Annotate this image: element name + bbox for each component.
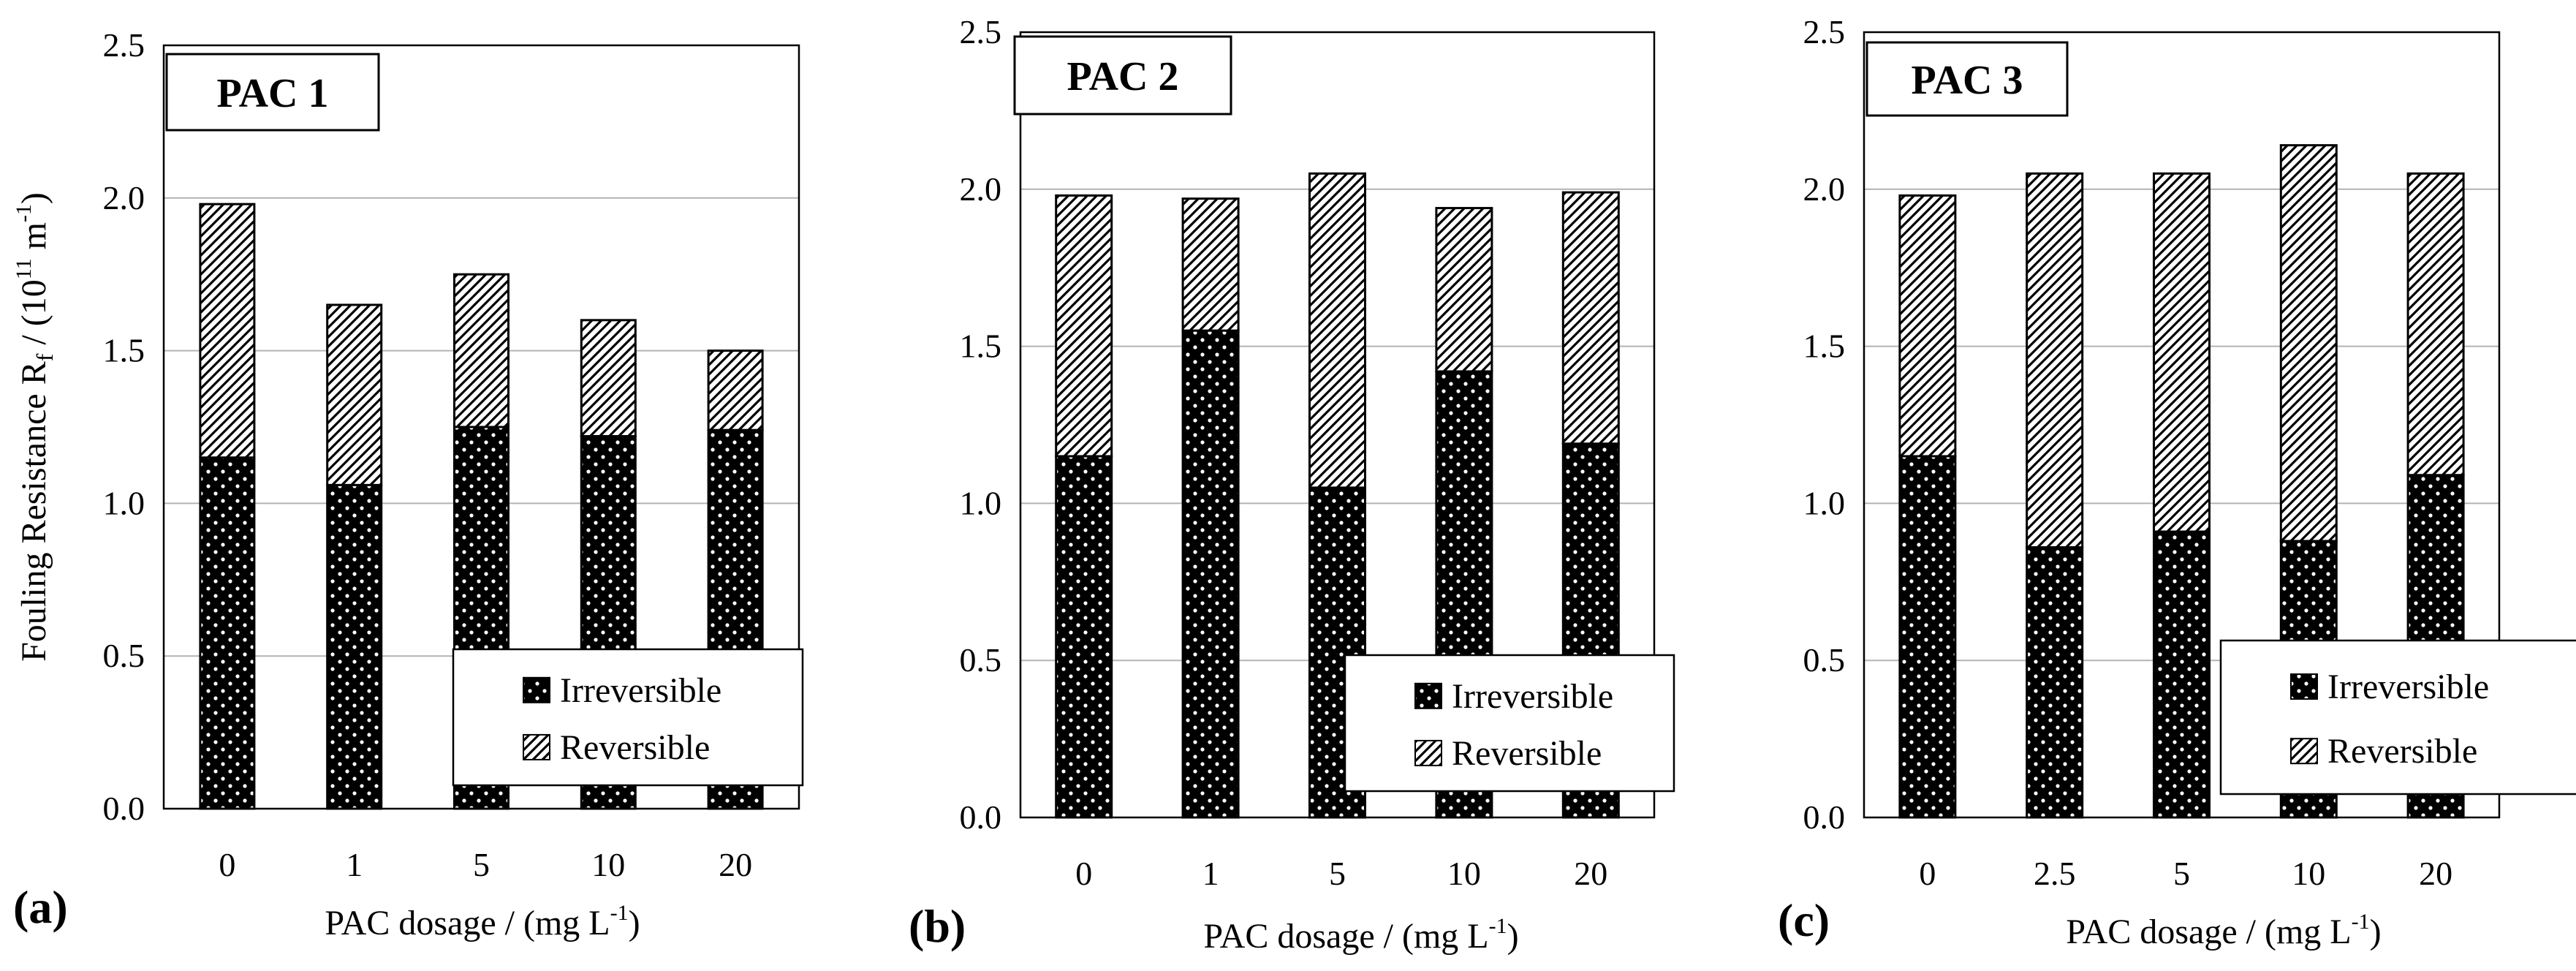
bar-reversible-0 (1055, 194, 1113, 458)
legend-swatch-reversible (523, 733, 550, 760)
plot-frame (162, 44, 800, 810)
y-tick-label: 1.0 (960, 484, 1002, 521)
bar-reversible-0 (1898, 194, 1957, 458)
y-tick-label: 2.5 (103, 26, 145, 64)
bar-irreversible-1 (1181, 329, 1240, 819)
y-tick-label: 2.5 (1803, 13, 1846, 50)
x-tick-label: 10 (2292, 855, 2325, 892)
plot-frame (1019, 31, 1656, 819)
x-tick-label: 5 (473, 846, 490, 883)
bar-reversible-5 (453, 273, 509, 428)
bar-irreversible-1 (326, 483, 383, 810)
chart-panel-1: 0.0 0.5 1.0 1.5 2.0 2.5 0 1 5 10 20 PAC 1 Irreversib… (12, 26, 804, 942)
bar-irreversible-0 (1055, 455, 1113, 819)
chart-panel-3: 0.0 0.5 1.0 1.5 2.0 2.5 0 2.5 5 10 20 PAC 3 Irrevers… (1778, 13, 2576, 951)
legend-swatch-irreversible (2290, 673, 2318, 700)
title-box (1013, 35, 1232, 116)
y-tick-label: 1.0 (103, 484, 145, 521)
bar-reversible-20 (707, 350, 764, 431)
legend-label-reversible: Reversible (2327, 732, 2477, 771)
title-box (1865, 41, 2069, 117)
y-tick-label: 0.5 (103, 637, 145, 674)
y-tick-label: 2.5 (960, 13, 1002, 50)
legend-label-irreversible: Irreversible (1452, 677, 1613, 716)
panel-label: (b) (909, 900, 966, 952)
x-tick-label: 0 (1919, 855, 1936, 892)
x-tick-label: 0 (1075, 855, 1092, 892)
y-tick-label: 2.0 (960, 170, 1002, 208)
x-tick-label: 5 (2173, 855, 2190, 892)
bar-irreversible-2.5 (2026, 546, 2084, 819)
x-axis-label: PAC dosage / (mg L-1) (325, 901, 640, 942)
y-tick-label: 1.5 (103, 332, 145, 369)
y-tick-label: 0.5 (1803, 641, 1846, 679)
x-tick-label: 10 (1447, 855, 1481, 892)
bar-reversible-0 (199, 203, 256, 459)
y-tick-label: 2.0 (1803, 170, 1846, 208)
x-axis-label: PAC dosage / (mg L-1) (1203, 914, 1518, 956)
legend-swatch-irreversible (1414, 682, 1442, 709)
bar-irreversible-5 (2153, 530, 2211, 819)
chart-title: PAC 2 (1067, 54, 1179, 99)
bar-reversible-5 (1308, 172, 1366, 489)
bar-irreversible-0 (1898, 455, 1957, 819)
bar-reversible-20 (1561, 191, 1620, 445)
legend-box (1344, 654, 1675, 793)
legend-swatch-reversible (1414, 739, 1442, 766)
bar-reversible-10 (580, 319, 637, 438)
bar-reversible-10 (1435, 207, 1493, 373)
x-tick-label: 5 (1329, 855, 1346, 892)
legend-swatch-irreversible (523, 676, 550, 703)
x-tick-label: 1 (346, 846, 363, 883)
chart-title: PAC 1 (217, 71, 329, 116)
legend-label-reversible: Reversible (1452, 734, 1602, 773)
bar-reversible-10 (2279, 144, 2338, 543)
legend-label-reversible: Reversible (560, 728, 710, 767)
bar-reversible-5 (2153, 172, 2211, 533)
x-tick-label: 20 (1574, 855, 1607, 892)
x-tick-label: 2.5 (2034, 855, 2076, 892)
legend-box (452, 648, 804, 787)
bar-reversible-1 (1181, 197, 1240, 332)
y-tick-label: 0.5 (960, 641, 1002, 679)
x-tick-label: 20 (719, 846, 752, 883)
title-box (165, 53, 380, 132)
legend-label-irreversible: Irreversible (560, 671, 721, 710)
legend-box (2219, 639, 2576, 796)
y-tick-label: 0.0 (960, 798, 1002, 836)
y-tick-label: 0.0 (103, 790, 145, 827)
bar-reversible-20 (2406, 172, 2465, 477)
y-tick-label: 2.0 (103, 179, 145, 216)
panel-label: (c) (1778, 894, 1830, 946)
x-tick-label: 1 (1202, 855, 1219, 892)
y-tick-label: 1.5 (960, 328, 1002, 365)
y-axis-label: Fouling Resistance Rf / (1011 m-1) (12, 192, 58, 662)
chart-panel-2: 0.0 0.5 1.0 1.5 2.0 2.5 0 1 5 10 20 PAC 2 Irreversib… (909, 13, 1675, 956)
y-tick-label: 1.0 (1803, 484, 1846, 521)
y-tick-label: 1.5 (1803, 328, 1846, 365)
bar-reversible-2.5 (2026, 172, 2084, 549)
y-tick-label: 0.0 (1803, 798, 1846, 836)
legend-label-irreversible: Irreversible (2327, 668, 2489, 706)
x-axis-label: PAC dosage / (mg L-1) (2066, 910, 2381, 951)
bar-irreversible-0 (199, 456, 256, 810)
plot-frame (1863, 31, 2501, 819)
legend-swatch-reversible (2290, 738, 2318, 765)
x-tick-label: 20 (2419, 855, 2452, 892)
bar-reversible-1 (326, 303, 383, 486)
x-tick-label: 10 (591, 846, 625, 883)
chart-title: PAC 3 (1912, 58, 2023, 103)
x-tick-label: 0 (219, 846, 235, 883)
panel-label: (a) (13, 881, 68, 933)
